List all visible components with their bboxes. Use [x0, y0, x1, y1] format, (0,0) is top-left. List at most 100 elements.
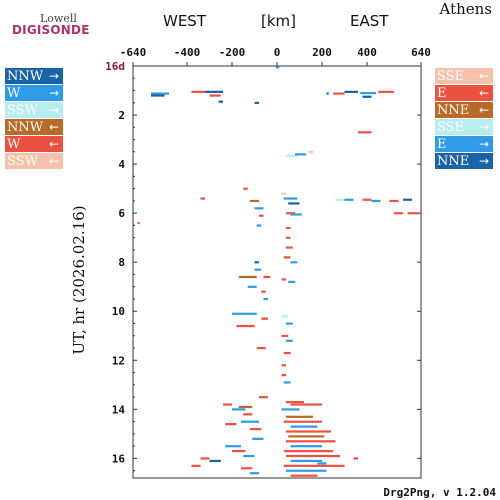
data-segment — [232, 408, 246, 411]
y-tick-label: 14 — [112, 403, 126, 416]
data-segment — [283, 450, 334, 453]
data-segment — [238, 275, 257, 279]
legend-label: SSE — [437, 119, 465, 135]
data-segment — [344, 198, 354, 201]
data-segment — [283, 197, 298, 200]
west-label: WEST — [163, 12, 206, 30]
x-tick-label: 0 — [274, 46, 281, 59]
data-segment — [200, 457, 210, 460]
data-segment — [286, 469, 327, 472]
data-segment — [286, 226, 291, 230]
y-tick-label: 10 — [112, 305, 125, 318]
legend-left-item-ssw-2: SSW → — [5, 102, 63, 118]
data-segment — [225, 445, 241, 448]
data-segment — [286, 415, 313, 418]
x-tick-label: -400 — [174, 46, 201, 59]
data-segment — [209, 459, 221, 463]
data-segment — [371, 199, 381, 203]
data-segment — [283, 351, 291, 355]
data-segment — [283, 420, 322, 423]
east-label: EAST — [350, 12, 389, 30]
legend-left-item-w-4: W ← — [5, 136, 63, 152]
legend-arrow-icon: ← — [48, 154, 59, 168]
legend-label: E — [437, 85, 447, 101]
legend-label: E — [437, 136, 447, 152]
legend-right: SSE ← E ← NNE ← SSE → E → NNE → — [435, 68, 493, 170]
data-segment — [403, 198, 412, 201]
y-tick-label: 8 — [118, 256, 125, 269]
legend-right-item-e-1: E ← — [435, 85, 493, 101]
y-tick-label: 16 — [112, 452, 126, 465]
data-segment — [243, 454, 255, 458]
legend-left: NNW → W → SSW → NNW ← W ← SSW ← — [5, 68, 63, 170]
data-segment — [286, 400, 304, 404]
data-segment — [254, 268, 262, 271]
data-segment — [290, 425, 318, 428]
data-segment — [344, 90, 358, 93]
data-segment — [286, 236, 291, 239]
legend-label: NNE — [437, 153, 470, 169]
legend-left-item-w-1: W → — [5, 85, 63, 101]
data-segment — [218, 100, 223, 103]
data-segment — [205, 90, 223, 93]
data-segment — [191, 90, 205, 93]
data-segment — [137, 221, 140, 225]
data-segment — [243, 187, 248, 190]
logo-digisonde-text: DIGISONDE — [12, 23, 90, 37]
data-segment — [378, 90, 394, 93]
data-segment — [286, 212, 295, 215]
data-segment — [286, 454, 340, 458]
footer-version: Drg2Png, v 1.2.04 — [383, 486, 496, 499]
legend-right-item-sse-0: SSE ← — [435, 68, 493, 84]
legend-arrow-icon: ← — [478, 86, 489, 100]
data-segment — [353, 457, 358, 460]
legend-left-item-nnw-3: NNW ← — [5, 119, 63, 135]
data-segment — [263, 275, 271, 279]
data-segment — [243, 413, 253, 416]
data-segment — [281, 278, 286, 281]
x-tick-label: 400 — [357, 46, 377, 59]
data-segment — [360, 91, 376, 95]
legend-arrow-icon: → — [48, 86, 59, 100]
data-segment — [250, 427, 262, 431]
data-segment — [238, 405, 253, 409]
data-segment — [250, 472, 259, 475]
data-segment — [241, 467, 253, 470]
legend-label: SSW — [7, 102, 38, 118]
x-tick-label: 200 — [312, 46, 332, 59]
legend-label: NNE — [437, 102, 470, 118]
legend-arrow-icon: → — [48, 103, 59, 117]
data-segment — [254, 261, 259, 264]
y-tick-label: 12 — [112, 354, 125, 367]
data-segment — [358, 131, 372, 134]
data-segment — [286, 430, 331, 433]
legend-arrow-icon: → — [478, 120, 489, 134]
data-segment — [290, 213, 302, 216]
data-segment — [263, 297, 268, 301]
data-segment — [389, 199, 399, 203]
data-segment — [281, 364, 286, 367]
data-segment — [290, 403, 322, 406]
legend-arrow-icon: ← — [48, 120, 59, 134]
data-segment — [223, 403, 232, 406]
data-segment — [281, 408, 300, 411]
legend-right-item-sse-3: SSE → — [435, 119, 493, 135]
data-segment — [261, 290, 266, 293]
date-tick-label: 16d — [105, 60, 125, 73]
legend-left-item-ssw-5: SSW ← — [5, 153, 63, 169]
data-segment — [288, 202, 300, 205]
data-segment — [281, 192, 286, 195]
data-segment — [275, 66, 280, 69]
data-segment — [250, 199, 259, 203]
legend-arrow-icon: → — [48, 69, 59, 83]
data-segment — [151, 94, 165, 97]
legend-left-item-nnw-0: NNW → — [5, 68, 63, 84]
data-segment — [236, 324, 255, 328]
legend-right-item-nne-2: NNE ← — [435, 102, 493, 118]
data-segment — [286, 246, 293, 249]
data-segment — [200, 197, 205, 200]
data-segment — [151, 92, 169, 95]
data-segment — [254, 101, 259, 104]
data-segment — [394, 212, 403, 215]
data-segment — [288, 435, 325, 438]
